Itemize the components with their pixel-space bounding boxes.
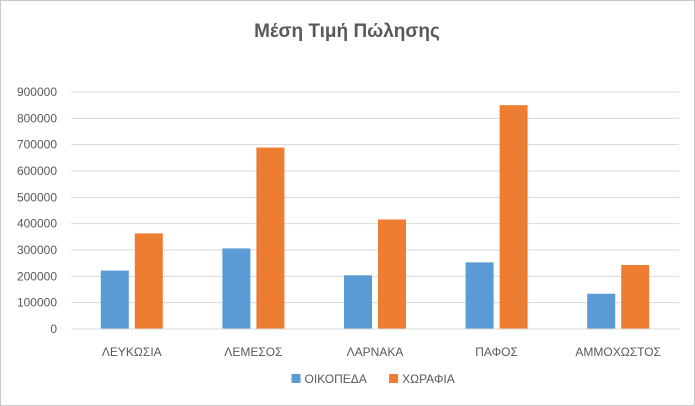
legend: ΟΙΚΟΠΕΔΑ ΧΩΡΑΦΙΑ [291,372,455,386]
x-category-label: ΛΕΥΚΩΣΙΑ [102,345,162,359]
y-tick-label: 500000 [17,190,57,204]
y-tick-label: 300000 [17,243,57,257]
x-category-label: ΛΕΜΕΣΟΣ [224,345,282,359]
y-axis-ticks: 0 100000 200000 300000 400000 500000 600000 700… [17,85,57,336]
bar-xorafia [256,147,285,329]
bar-oikopeda [222,248,251,329]
bar-xorafia [621,265,650,329]
x-category-label: ΛΑΡΝΑΚΑ [347,345,404,359]
y-tick-label: 0 [50,322,57,336]
y-tick-label: 700000 [17,138,57,152]
legend-label: ΟΙΚΟΠΕΔΑ [305,372,367,386]
bar-oikopeda [465,262,494,329]
x-category-label: ΑΜΜΟΧΩΣΤΟΣ [575,345,661,359]
bar-oikopeda [587,293,616,329]
chart-title: Μέση Τιμή Πώλησης [254,21,440,42]
bar-xorafia [134,233,163,329]
y-tick-label: 600000 [17,164,57,178]
legend-swatch [291,374,301,383]
x-category-label: ΠΑΦΟΣ [475,345,518,359]
y-tick-label: 800000 [17,111,57,125]
bar-oikopeda [344,275,372,329]
legend-label: ΧΩΡΑΦΙΑ [402,372,455,386]
y-tick-label: 400000 [17,217,57,231]
gridlines [71,91,679,304]
y-tick-label: 200000 [17,269,57,283]
x-axis-categories: ΛΕΥΚΩΣΙΑ ΛΕΜΕΣΟΣ ΛΑΡΝΑΚΑ ΠΑΦΟΣ ΑΜΜΟΧΩΣΤΟΣ [102,345,661,359]
legend-swatch [389,374,399,383]
y-tick-label: 100000 [17,296,57,310]
bar-xorafia [499,105,528,330]
bar-oikopeda [100,270,129,329]
bar-xorafia [378,219,406,329]
y-tick-label: 900000 [17,85,57,99]
bars [100,105,650,330]
